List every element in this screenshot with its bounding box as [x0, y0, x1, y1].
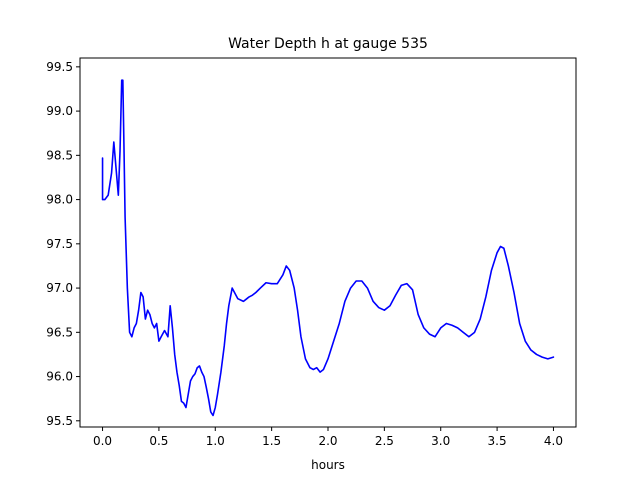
y-tick-label: 96.0 [46, 370, 73, 384]
x-axis-label: hours [311, 458, 345, 472]
chart-title: Water Depth h at gauge 535 [228, 36, 428, 52]
x-tick-label: 2.5 [375, 434, 394, 448]
y-tick-label: 99.0 [46, 104, 73, 118]
x-tick-label: 2.0 [318, 434, 337, 448]
y-tick-label: 99.5 [46, 60, 73, 74]
y-tick-label: 97.0 [46, 281, 73, 295]
x-tick-label: 0.0 [93, 434, 112, 448]
plot-area [80, 58, 576, 427]
x-tick-label: 4.0 [544, 434, 563, 448]
ticks-layer: 0.0 0.5 1.0 1.5 2.0 2.5 3.0 3.5 4.0 95.5 96.0 96.5 9… [46, 60, 563, 448]
y-tick-label: 95.5 [46, 414, 73, 428]
x-tick-label: 1.5 [262, 434, 281, 448]
series-line [101, 79, 555, 417]
y-tick-label: 96.5 [46, 325, 73, 339]
x-tick-label: 3.5 [488, 434, 507, 448]
x-tick-label: 1.0 [206, 434, 225, 448]
x-tick-label: 3.0 [431, 434, 450, 448]
y-tick-label: 98.5 [46, 148, 73, 162]
plot-frame [79, 57, 577, 428]
y-tick-label: 97.5 [46, 237, 73, 251]
y-tick-label: 98.0 [46, 193, 73, 207]
series-layer [101, 79, 555, 417]
x-tick-label: 0.5 [149, 434, 168, 448]
